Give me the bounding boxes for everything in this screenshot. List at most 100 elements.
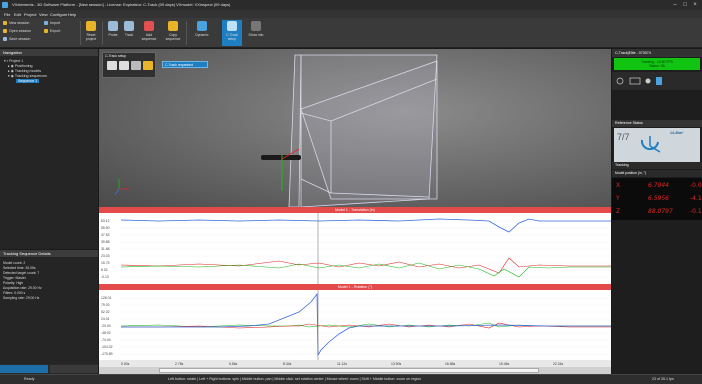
dynamic-button[interactable]: Dynamic: [190, 20, 214, 46]
tree-item-project[interactable]: ▾ ▪ Project 1: [4, 59, 24, 63]
display-icon[interactable]: [119, 61, 129, 70]
save-session-button[interactable]: Save session: [3, 37, 30, 42]
export-button[interactable]: Export: [44, 29, 60, 34]
sound-icon[interactable]: [131, 61, 141, 70]
copy-sequence-button[interactable]: Copy sequence: [164, 20, 182, 46]
menu-edit[interactable]: Edit: [14, 12, 21, 17]
room-wall-left: [288, 54, 302, 207]
x-tick: 16.68s: [445, 362, 455, 366]
3d-viewport[interactable]: [99, 49, 611, 207]
translation-chart-title: Model 1 - Translation (in): [99, 207, 611, 213]
rotation-chart-title: Model 1 - Rotation (°): [99, 284, 611, 290]
track-icon: [124, 21, 134, 31]
axis-right-icon: [649, 145, 661, 153]
y-tick: 23.03: [101, 254, 110, 258]
y-tick: 79.03: [101, 303, 110, 307]
menu-view[interactable]: View: [39, 12, 48, 17]
export-icon: [44, 29, 48, 34]
track-button[interactable]: Track: [120, 20, 138, 46]
axis-x: [281, 148, 300, 160]
detail-line: Trigger: Master: [3, 276, 26, 280]
import-icon: [44, 21, 48, 26]
maximize-button[interactable]: □: [683, 2, 687, 8]
reset-project-icon: [86, 21, 96, 31]
camera-icon[interactable]: [629, 77, 641, 85]
copy-sequence-icon: [168, 21, 178, 31]
y-tick: 24.01: [101, 317, 110, 321]
tree-item-tracking-models[interactable]: ▸ ◉ Tracking models: [8, 69, 42, 73]
x-tick: 8.34s: [283, 362, 292, 366]
reference-volume: 14.40m³: [670, 131, 684, 135]
settings-icon[interactable]: [645, 78, 651, 84]
timeline-scrollbar[interactable]: [99, 367, 611, 374]
series-y-translation: [120, 262, 611, 278]
tree-item-tracking-sequences[interactable]: ▾ ◉ Tracking sequences: [8, 74, 47, 78]
tree-item-positioning[interactable]: ▸ ◉ Positioning: [8, 64, 33, 68]
ctrack-setup-button[interactable]: C-Track setup: [222, 20, 242, 46]
y-tick: 31.68: [101, 247, 110, 251]
translation-plot: 63.12 55.50 47.53 39.88 31.68 23.03 15.7…: [101, 213, 611, 284]
ctrack-requested-badge: C-Track requested: [162, 61, 208, 68]
open-folder-icon: [3, 29, 7, 34]
x-tick: 11.12s: [337, 362, 347, 366]
menu-project[interactable]: Project: [24, 12, 37, 17]
menu-help[interactable]: Help: [68, 12, 77, 17]
y-tick: 55.50: [101, 226, 110, 230]
reset-project-button[interactable]: Reset project: [82, 20, 100, 46]
detail-line: Detected target count: 7: [3, 271, 40, 275]
save-icon: [3, 37, 7, 42]
translation-chart[interactable]: 63.12 55.50 47.53 39.88 31.68 23.03 15.7…: [99, 213, 611, 284]
menu-bar: File Edit Project View Configure Help: [0, 10, 702, 18]
series-z-translation: [120, 257, 611, 274]
ribbon-toolbar: New session Open session Save session Im…: [0, 18, 702, 48]
detail-line: Selected time: 26.05s: [3, 266, 36, 270]
ribbon-separator: [186, 21, 187, 45]
close-button[interactable]: ×: [693, 2, 697, 8]
camera-icon[interactable]: [107, 61, 117, 70]
rotation-icon: [640, 139, 659, 151]
rotation-chart[interactable]: 128.01 79.03 52.02 24.01 -20.00 -48.02 -…: [99, 290, 611, 360]
status-bar: Ready Left button: rotate | Left + Right…: [0, 374, 702, 384]
room-edge: [330, 192, 430, 198]
y-tick: 15.75: [101, 261, 110, 265]
coordinates-readout: X 6.7844 -0.0 Y 6.5956 -4.1 Z 88.0797 -0…: [612, 178, 702, 220]
new-session-button[interactable]: New session: [3, 21, 29, 26]
target-count: 7/7: [617, 132, 630, 142]
ctrack-setup-overlay: C-Track setup: [102, 52, 156, 78]
app-icon: [2, 2, 8, 8]
details-header: Tracking Sequence Details: [0, 250, 98, 257]
show-info-button[interactable]: Show info: [246, 20, 266, 46]
add-sequence-button[interactable]: Add sequence: [140, 20, 158, 46]
y-tick: -0.13: [101, 275, 109, 279]
detail-line: Filters: 0.000 s: [3, 291, 26, 295]
import-button[interactable]: Import: [44, 21, 60, 26]
y-tick: 8.02: [101, 268, 108, 272]
scrollbar-thumb[interactable]: [159, 368, 539, 373]
fps-readout: 23 of 35.1 fps: [652, 377, 674, 381]
tree-item-sequence[interactable]: Sequence 1: [16, 79, 40, 83]
menu-file[interactable]: File: [4, 12, 11, 17]
probe-button[interactable]: Probe: [104, 20, 122, 46]
probe-icon: [108, 21, 118, 31]
x-tick: 13.90s: [391, 362, 401, 366]
list-tab[interactable]: [50, 365, 98, 373]
time-axis: 0.00s 2.78s 5.56s 8.34s 11.12s 13.90s 16…: [99, 360, 611, 367]
minimize-button[interactable]: –: [673, 2, 677, 8]
menu-configure[interactable]: Configure: [50, 12, 68, 17]
reference-status-box: 7/7 14.40m³: [614, 128, 700, 162]
add-sequence-icon: [144, 21, 154, 31]
series-z-rotation: [121, 292, 611, 357]
tracker-toolbar: [612, 72, 702, 90]
target-icon[interactable]: [616, 77, 624, 85]
x-tick: 2.78s: [175, 362, 184, 366]
x-tick: 0.00s: [121, 362, 130, 366]
y-tick: 39.88: [101, 240, 110, 244]
status-hint: Left button: rotate | Left + Right butto…: [168, 377, 422, 381]
detail-line: Acquisition rate: 29.00 Hz: [3, 286, 42, 290]
lock-icon[interactable]: [143, 61, 153, 70]
open-session-button[interactable]: Open session: [3, 29, 31, 34]
gizmo-z: [114, 188, 120, 196]
navigation-tab[interactable]: [0, 365, 48, 373]
probe-icon[interactable]: [656, 77, 662, 85]
tracking-header: Tracking: [612, 162, 702, 169]
